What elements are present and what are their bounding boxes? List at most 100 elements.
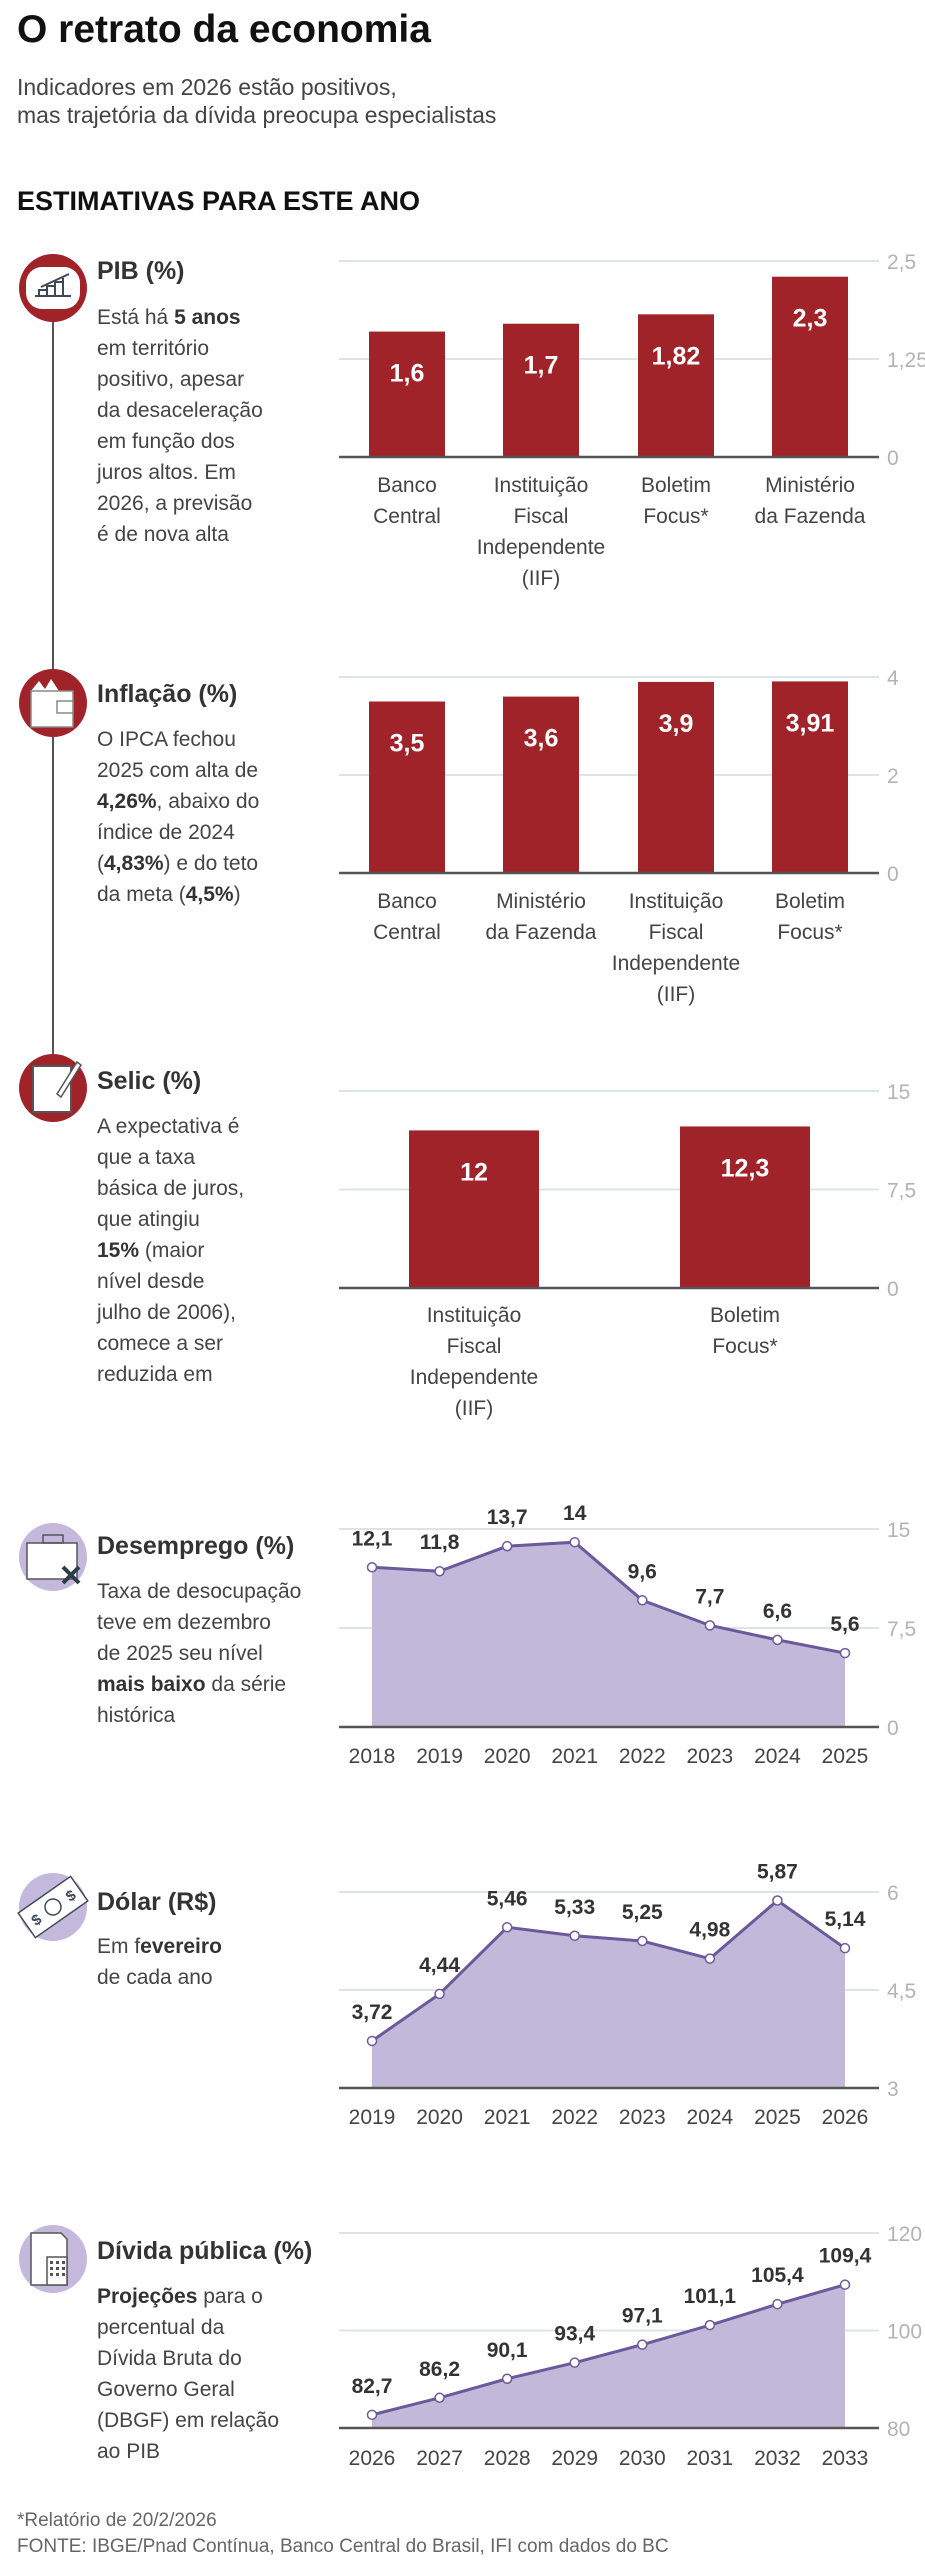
point-value-label: 105,4 bbox=[751, 2264, 804, 2287]
point-value-label: 93,4 bbox=[554, 2323, 595, 2346]
desc-highlight: 4,83% bbox=[104, 852, 164, 875]
building-document-icon bbox=[19, 2225, 87, 2293]
x-tick-label: 2025 bbox=[754, 2106, 801, 2129]
desc-line: Em fevereiro bbox=[97, 1931, 222, 1962]
y-tick-label: 0 bbox=[887, 1278, 899, 1301]
bar-value-label: 3,9 bbox=[659, 710, 694, 738]
y-tick-label: 15 bbox=[887, 1519, 910, 1542]
y-tick-label: 100 bbox=[887, 2321, 922, 2344]
y-tick-label: 0 bbox=[887, 447, 899, 470]
area-fill bbox=[372, 1900, 845, 2088]
desc-text: Em f bbox=[97, 1935, 141, 1958]
desc-highlight: 15% bbox=[97, 1239, 140, 1262]
category-label-line: Independente bbox=[410, 1366, 538, 1389]
banknote-coin bbox=[44, 1898, 62, 1916]
desc-highlight: Projeções bbox=[97, 2285, 198, 2308]
desc-line: em função dos bbox=[97, 426, 263, 457]
desc-text: juros altos. Em bbox=[97, 461, 236, 484]
point-value-label: 7,7 bbox=[695, 1585, 724, 1608]
desc-text: básica de juros, bbox=[97, 1177, 245, 1200]
indicator-title-selic: Selic (%) bbox=[97, 1067, 202, 1095]
point-value-label: 14 bbox=[563, 1502, 587, 1525]
y-tick-label: 80 bbox=[887, 2418, 910, 2441]
category-label-line: (IIF) bbox=[522, 567, 560, 590]
bar-value-label: 1,82 bbox=[652, 342, 701, 370]
desc-line: comece a ser bbox=[97, 1328, 244, 1359]
x-tick-label: 2024 bbox=[686, 2106, 733, 2129]
data-point bbox=[434, 2392, 445, 2404]
data-point bbox=[772, 1634, 783, 1646]
desc-highlight: 4,5% bbox=[185, 883, 234, 906]
category-label-line: Focus* bbox=[712, 1335, 777, 1358]
desc-text: que atingiu bbox=[97, 1208, 200, 1231]
point-value-label: 5,6 bbox=[830, 1613, 859, 1636]
data-point bbox=[839, 2279, 851, 2290]
desc-text: 2025 com alta de bbox=[97, 759, 259, 782]
building-window bbox=[56, 2273, 59, 2276]
point-value-label: 82,7 bbox=[352, 2375, 393, 2398]
bar bbox=[772, 276, 848, 457]
category-label: Ministério da Fazenda bbox=[755, 474, 866, 528]
source-note: FONTE: IBGE/Pnad Contínua, Banco Central… bbox=[17, 2536, 669, 2557]
bar-value-label: 3,91 bbox=[786, 709, 835, 737]
data-point bbox=[772, 1895, 783, 1906]
x-tick-label: 2019 bbox=[349, 2106, 396, 2129]
data-point bbox=[704, 1620, 716, 1631]
desc-line: histórica bbox=[97, 1700, 301, 1731]
data-point bbox=[366, 2035, 378, 2047]
desc-line: 4,26%, abaixo do bbox=[97, 786, 259, 817]
category-label: Instituição Fiscal Independente (IIF) bbox=[612, 890, 740, 1006]
point-value-label: 3,72 bbox=[352, 2001, 393, 2024]
indicator-title-divida: Dívida pública (%) bbox=[97, 2237, 313, 2265]
bar-value-label: 3,6 bbox=[524, 725, 559, 753]
desc-line: Projeções para o bbox=[97, 2281, 279, 2312]
category-label-line: Focus* bbox=[777, 921, 842, 944]
data-point bbox=[704, 2319, 716, 2331]
desc-highlight: 4,26% bbox=[97, 790, 157, 813]
indicator-desc-pib: Está há 5 anos em território positivo, ape… bbox=[97, 302, 263, 550]
category-label-line: (IIF) bbox=[657, 983, 695, 1006]
desc-text: Está há bbox=[97, 306, 175, 329]
point-value-label: 13,7 bbox=[487, 1506, 528, 1529]
indicator-title-pib: PIB (%) bbox=[97, 257, 185, 285]
data-point bbox=[434, 1565, 445, 1577]
desc-line: de cada ano bbox=[97, 1962, 222, 1993]
subtitle-line-2: mas trajetória da dívida preocupa especi… bbox=[17, 102, 497, 128]
category-label-line: Instituição bbox=[427, 1304, 522, 1327]
desc-text: comece a ser bbox=[97, 1332, 224, 1355]
y-tick-label: 3 bbox=[887, 2078, 899, 2101]
building-window bbox=[50, 2261, 53, 2264]
chart-2: 0 2 4 3,5 Banco Central 3,6 Ministério da Fazend… bbox=[339, 667, 899, 1006]
pen-glyph bbox=[55, 1060, 83, 1099]
indicator-desc-inflacao: O IPCA fechou 2025 com alta de 4,26%, abai… bbox=[97, 724, 259, 910]
bar bbox=[503, 696, 579, 873]
data-point bbox=[366, 2409, 378, 2421]
bar-value-label: 1,7 bbox=[524, 352, 559, 380]
x-tick-label: 2018 bbox=[349, 1745, 396, 1768]
bills-glyph bbox=[31, 679, 59, 691]
series-line bbox=[371, 2283, 846, 2417]
building-window bbox=[56, 2261, 59, 2264]
category-label: Instituição Fiscal Independente (IIF) bbox=[477, 474, 605, 590]
y-tick-label: 1,25 bbox=[887, 349, 925, 372]
x-tick-label: 2019 bbox=[416, 1745, 463, 1768]
wallet-clasp bbox=[56, 700, 74, 714]
category-label: Ministério da Fazenda bbox=[486, 890, 597, 944]
category-label-line: Banco bbox=[377, 890, 437, 913]
x-tick-label: 2021 bbox=[551, 1745, 598, 1768]
desc-text: de cada ano bbox=[97, 1966, 213, 1989]
desc-text: (maior bbox=[139, 1239, 205, 1262]
desc-text: reduzida em bbox=[97, 1363, 213, 1386]
x-tick-label: 2026 bbox=[349, 2447, 396, 2470]
category-label-line: Fiscal bbox=[514, 505, 569, 528]
bar bbox=[638, 681, 714, 873]
section-title: ESTIMATIVAS PARA ESTE ANO bbox=[17, 186, 421, 216]
indicator-desc-selic: A expectativa é que a taxa básica de juros… bbox=[97, 1111, 244, 1390]
bar-value-label: 2,3 bbox=[793, 305, 828, 333]
banknote-glyph: $$ bbox=[17, 1875, 89, 1939]
category-label-line: Central bbox=[373, 921, 441, 944]
desc-text: é de nova alta bbox=[97, 523, 229, 546]
data-point bbox=[637, 1595, 648, 1606]
point-value-label: 9,6 bbox=[628, 1560, 657, 1583]
